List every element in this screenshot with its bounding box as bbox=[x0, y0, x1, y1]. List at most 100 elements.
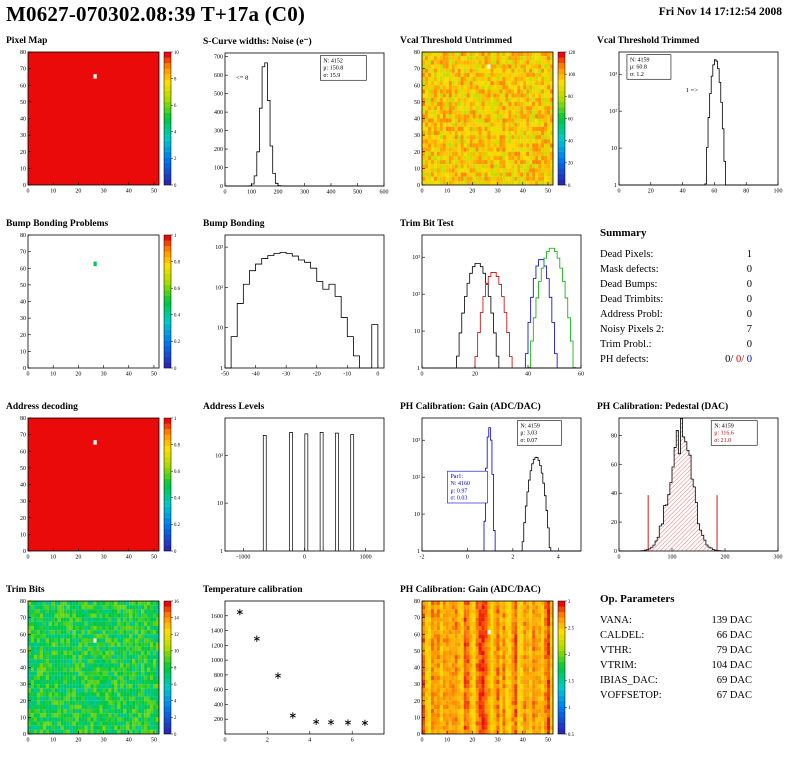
report-header: M0627-070302.08:39 T+17a (C0) Fri Nov 14… bbox=[0, 0, 796, 34]
panel-op-parameters: Op. Parameters VANA: 139 DAC CALDEL: 66 DA… bbox=[592, 583, 789, 760]
svg-text:80: 80 bbox=[20, 233, 26, 239]
op-row-caldel: CALDEL: 66 DAC bbox=[600, 630, 752, 641]
svg-text:300: 300 bbox=[214, 129, 223, 135]
svg-text:1000: 1000 bbox=[211, 658, 223, 664]
svg-text:70: 70 bbox=[414, 616, 420, 622]
svg-text:400: 400 bbox=[214, 110, 223, 116]
panel-bump-bonding-problems: Bump Bonding Problems 0 0.2 0.4 0.6 0.8 1 0 10 2… bbox=[1, 217, 198, 394]
summary-label: Mask defects: bbox=[600, 264, 659, 275]
summary-row-dead-pixels: Dead Pixels: 1 bbox=[600, 249, 752, 260]
svg-text:20: 20 bbox=[75, 372, 81, 378]
svg-text:1200: 1200 bbox=[211, 643, 223, 649]
svg-text:20: 20 bbox=[648, 189, 654, 195]
svg-text:6: 6 bbox=[174, 104, 177, 109]
address-levels-plot: -1000 0 1000 1 10 10² bbox=[200, 413, 394, 564]
svg-text:40: 40 bbox=[126, 738, 132, 744]
svg-text:0: 0 bbox=[174, 733, 177, 738]
svg-text:0.8: 0.8 bbox=[174, 443, 181, 448]
summary-value: 0 bbox=[746, 264, 752, 275]
summary-value: 1 bbox=[746, 249, 752, 260]
op-label: IBIAS_DAC: bbox=[600, 675, 658, 686]
op-label: VOFFSETOP: bbox=[600, 690, 662, 701]
svg-text:80: 80 bbox=[414, 50, 420, 56]
svg-text:1: 1 bbox=[174, 234, 177, 239]
svg-text:0: 0 bbox=[224, 738, 227, 744]
svg-text:20: 20 bbox=[20, 150, 26, 156]
op-row-vthr: VTHR: 79 DAC bbox=[600, 645, 752, 656]
svg-text:300: 300 bbox=[300, 190, 309, 196]
svg-text:50: 50 bbox=[20, 283, 26, 289]
svg-text:40: 40 bbox=[414, 117, 420, 123]
summary-value: 7 bbox=[746, 324, 752, 335]
svg-text:10³: 10³ bbox=[215, 245, 223, 251]
panel-ph-gain-hist: PH Calibration: Gain (ADC/DAC) -2 0 2 4 1 10 1… bbox=[395, 400, 592, 577]
svg-text:-50: -50 bbox=[221, 372, 229, 378]
svg-text:10: 10 bbox=[50, 372, 56, 378]
svg-text:80: 80 bbox=[20, 599, 26, 605]
svg-text:N: 4160: N: 4160 bbox=[450, 481, 470, 487]
summary-row-trim-probl: Trim Probl.: 0 bbox=[600, 339, 752, 350]
panel-title: Pixel Map bbox=[6, 36, 48, 46]
svg-text:μ: 60.8: μ: 60.8 bbox=[630, 65, 647, 71]
panel-address-decoding: Address decoding 0 0.2 0.4 0.6 0.8 1 0 10 20 30 40… bbox=[1, 400, 198, 577]
svg-text:1400: 1400 bbox=[211, 629, 223, 635]
svg-text:100: 100 bbox=[774, 189, 783, 195]
svg-text:400: 400 bbox=[327, 190, 336, 196]
svg-text:30: 30 bbox=[414, 133, 420, 139]
svg-text:300: 300 bbox=[774, 555, 783, 561]
panel-title: Vcal Threshold Untrimmed bbox=[400, 36, 513, 46]
svg-text:N: 4159: N: 4159 bbox=[630, 57, 650, 63]
panel-title: S-Curve widths: Noise (e⁻) bbox=[203, 37, 312, 47]
panel-ph-pedestal: PH Calibration: Pedestal (DAC) 0 100 200 30… bbox=[592, 400, 789, 577]
svg-text:30: 30 bbox=[495, 738, 501, 744]
summary-row-dead-trimbits: Dead Trimbits: 0 bbox=[600, 294, 752, 305]
svg-text:2: 2 bbox=[174, 716, 177, 721]
op-label: VANA: bbox=[600, 615, 632, 626]
summary-row-mask-defects: Mask defects: 0 bbox=[600, 264, 752, 275]
ph-pedestal-plot: 0 100 200 300 0 20 40 60 80 N: 4159 μ: 116.6 σ: 21.… bbox=[594, 413, 788, 564]
svg-text:8: 8 bbox=[174, 666, 177, 671]
bump-bonding-plot: -50 -40 -30 -20 -10 0 1 10 10² 10³ bbox=[200, 230, 394, 381]
op-label: VTRIM: bbox=[600, 660, 637, 671]
svg-text:60: 60 bbox=[20, 83, 26, 89]
svg-text:80: 80 bbox=[20, 50, 26, 56]
svg-text:40: 40 bbox=[520, 738, 526, 744]
op-row-vana: VANA: 139 DAC bbox=[600, 615, 752, 626]
svg-text:1: 1 bbox=[417, 366, 420, 372]
svg-text:60: 60 bbox=[611, 462, 617, 468]
op-parameters-title: Op. Parameters bbox=[600, 593, 675, 605]
svg-text:2: 2 bbox=[568, 653, 571, 658]
panel-title: PH Calibration: Gain (ADC/DAC) bbox=[400, 402, 541, 412]
svg-text:70: 70 bbox=[20, 616, 26, 622]
svg-text:50: 50 bbox=[20, 100, 26, 106]
svg-text:0: 0 bbox=[27, 372, 30, 378]
svg-text:20: 20 bbox=[20, 516, 26, 522]
svg-text:30: 30 bbox=[101, 372, 107, 378]
svg-text:0: 0 bbox=[466, 555, 469, 561]
svg-text:60: 60 bbox=[578, 372, 584, 378]
panel-title: Trim Bits bbox=[6, 585, 45, 595]
svg-text:40: 40 bbox=[414, 666, 420, 672]
svg-text:20: 20 bbox=[414, 150, 420, 156]
svg-text:10: 10 bbox=[20, 532, 26, 538]
svg-text:0: 0 bbox=[421, 372, 424, 378]
svg-text:0: 0 bbox=[23, 183, 26, 189]
svg-text:-2: -2 bbox=[420, 555, 425, 561]
svg-text:1: 1 bbox=[174, 417, 177, 422]
svg-text:6: 6 bbox=[174, 683, 177, 688]
svg-text:1: 1 bbox=[614, 183, 617, 189]
op-value: 67 DAC bbox=[716, 690, 752, 701]
summary-value: 0 bbox=[746, 339, 752, 350]
svg-text:100: 100 bbox=[668, 555, 677, 561]
panel-title: Temperature calibration bbox=[203, 585, 303, 595]
summary-label: Dead Bumps: bbox=[600, 279, 658, 290]
svg-text:200: 200 bbox=[214, 717, 223, 723]
svg-text:600: 600 bbox=[214, 73, 223, 79]
panel-title: PH Calibration: Pedestal (DAC) bbox=[597, 402, 729, 412]
svg-text:10: 10 bbox=[50, 555, 56, 561]
svg-text:-1000: -1000 bbox=[236, 555, 250, 561]
svg-text:1000: 1000 bbox=[360, 555, 372, 561]
svg-text:0.5: 0.5 bbox=[568, 733, 575, 738]
summary-value: 0 bbox=[746, 309, 752, 320]
svg-text:80: 80 bbox=[20, 416, 26, 422]
